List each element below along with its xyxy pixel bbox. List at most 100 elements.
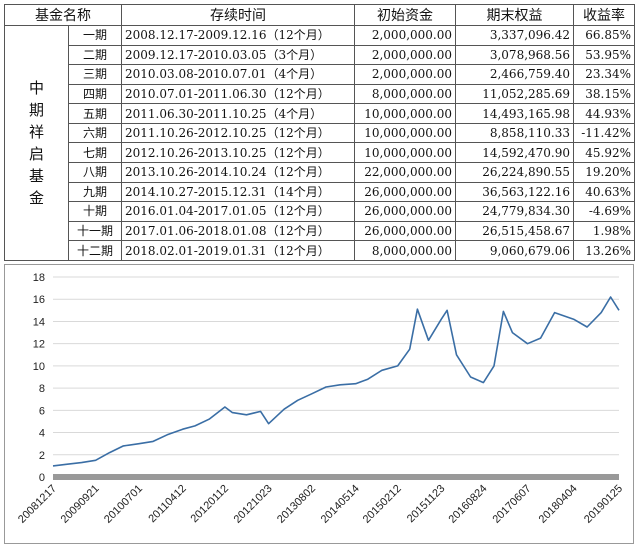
table-row: 八期 2013.10.26-2014.10.24（12个月） 22,000,000.… bbox=[5, 162, 635, 183]
final-equity-cell: 8,858,110.33 bbox=[455, 122, 574, 144]
table-row: 六期 2011.10.26-2012.10.25（12个月） 10,000,000.… bbox=[5, 122, 635, 144]
return-rate-cell: 1.98% bbox=[573, 220, 635, 242]
y-tick-label: 8 bbox=[39, 383, 45, 395]
duration-cell: 2014.10.27-2015.12.31（14个月） bbox=[121, 181, 355, 203]
period-cell: 三期 bbox=[68, 64, 122, 85]
period-cell: 十一期 bbox=[68, 220, 122, 242]
x-tick-label: 20081217 bbox=[16, 483, 59, 526]
x-tick-label: 20190125 bbox=[582, 483, 625, 526]
y-tick-label: 10 bbox=[33, 361, 45, 373]
table-row: 五期 2011.06.30-2011.10.25（4个月） 10,000,000.0… bbox=[5, 103, 635, 124]
initial-capital-cell: 2,000,000.00 bbox=[354, 44, 456, 66]
final-equity-cell: 3,337,096.42 bbox=[455, 25, 574, 46]
return-rate-cell: 23.34% bbox=[573, 64, 635, 85]
return-rate-cell: 40.63% bbox=[573, 181, 635, 203]
header-return-rate: 收益率 bbox=[573, 4, 635, 26]
y-tick-label: 2 bbox=[39, 450, 45, 462]
x-tick-label: 20120112 bbox=[189, 483, 232, 526]
x-tick-label: 20151123 bbox=[405, 483, 448, 526]
return-rate-cell: 53.95% bbox=[573, 44, 635, 66]
table-row: 九期 2014.10.27-2015.12.31（14个月） 26,000,000.… bbox=[5, 181, 635, 203]
y-tick-label: 4 bbox=[39, 428, 45, 440]
period-cell: 二期 bbox=[68, 44, 122, 66]
y-tick-label: 0 bbox=[39, 472, 45, 484]
final-equity-cell: 14,592,470.90 bbox=[455, 142, 574, 164]
table-row: 四期 2010.07.01-2011.06.30（12个月） 8,000,000.0… bbox=[5, 83, 635, 105]
x-axis-baseline bbox=[53, 474, 619, 480]
initial-capital-cell: 10,000,000.00 bbox=[354, 103, 456, 124]
duration-cell: 2008.12.17-2009.12.16（12个月） bbox=[121, 25, 355, 46]
initial-capital-cell: 10,000,000.00 bbox=[354, 122, 456, 144]
duration-cell: 2009.12.17-2010.03.05（3个月） bbox=[121, 44, 355, 66]
initial-capital-cell: 26,000,000.00 bbox=[354, 181, 456, 203]
table-row: 三期 2010.03.08-2010.07.01（4个月） 2,000,000.00… bbox=[5, 64, 635, 85]
initial-capital-cell: 26,000,000.00 bbox=[354, 220, 456, 242]
y-tick-label: 18 bbox=[33, 272, 45, 284]
x-tick-label: 20160824 bbox=[446, 483, 489, 526]
table-row: 十期 2016.01.04-2017.01.05（12个月） 26,000,000.… bbox=[5, 201, 635, 222]
initial-capital-cell: 8,000,000.00 bbox=[354, 240, 456, 261]
period-cell: 七期 bbox=[68, 142, 122, 164]
final-equity-cell: 26,515,458.67 bbox=[455, 220, 574, 242]
initial-capital-cell: 22,000,000.00 bbox=[354, 162, 456, 183]
duration-cell: 2011.10.26-2012.10.25（12个月） bbox=[121, 122, 355, 144]
duration-cell: 2011.06.30-2011.10.25（4个月） bbox=[121, 103, 355, 124]
fund-performance-table: 基金名称 存续时间 初始资金 期末权益 收益率 中期祥启基金 一期 2008.12.… bbox=[4, 4, 635, 261]
header-final-equity: 期末权益 bbox=[455, 4, 574, 26]
header-duration: 存续时间 bbox=[121, 4, 355, 26]
y-tick-label: 6 bbox=[39, 405, 45, 417]
final-equity-cell: 9,060,679.06 bbox=[455, 240, 574, 261]
return-rate-cell: 45.92% bbox=[573, 142, 635, 164]
chart-canvas: 0 2 4 6 8 10 12 14 16 18 20081217 20090921 20100701 2… bbox=[16, 272, 625, 526]
x-tick-label: 20100701 bbox=[102, 483, 145, 526]
return-rate-cell: -4.69% bbox=[573, 201, 635, 222]
return-rate-cell: 44.93% bbox=[573, 103, 635, 124]
initial-capital-cell: 8,000,000.00 bbox=[354, 83, 456, 105]
table-header-row: 基金名称 存续时间 初始资金 期末权益 收益率 bbox=[4, 4, 635, 26]
initial-capital-cell: 2,000,000.00 bbox=[354, 64, 456, 85]
table-row: 十二期 2018.02.01-2019.01.31（12个月） 8,000,000.… bbox=[5, 240, 635, 261]
final-equity-cell: 24,779,834.30 bbox=[455, 201, 574, 222]
return-rate-cell: 13.26% bbox=[573, 240, 635, 261]
table-row: 中期祥启基金 一期 2008.12.17-2009.12.16（12个月） 2,000… bbox=[4, 25, 635, 261]
final-equity-cell: 14,493,165.98 bbox=[455, 103, 574, 124]
initial-capital-cell: 26,000,000.00 bbox=[354, 201, 456, 222]
period-cell: 四期 bbox=[68, 83, 122, 105]
return-rate-cell: 66.85% bbox=[573, 25, 635, 46]
table-row: 十一期 2017.01.06-2018.01.08（12个月） 26,000,000… bbox=[5, 220, 635, 242]
equity-curve-chart: 0 2 4 6 8 10 12 14 16 18 20081217 20090921 20100701 2… bbox=[4, 264, 634, 544]
duration-cell: 2010.03.08-2010.07.01（4个月） bbox=[121, 64, 355, 85]
period-cell: 六期 bbox=[68, 122, 122, 144]
table-row: 二期 2009.12.17-2010.03.05（3个月） 2,000,000.00… bbox=[5, 44, 635, 66]
final-equity-cell: 2,466,759.40 bbox=[455, 64, 574, 85]
x-tick-label: 20140514 bbox=[319, 483, 362, 526]
fund-name-label: 中期祥启基金 bbox=[28, 79, 44, 207]
duration-cell: 2013.10.26-2014.10.24（12个月） bbox=[121, 162, 355, 183]
x-tick-label: 20180404 bbox=[537, 483, 580, 526]
x-tick-label: 20121023 bbox=[232, 483, 275, 526]
header-fund-name: 基金名称 bbox=[4, 4, 122, 26]
final-equity-cell: 11,052,285.69 bbox=[455, 83, 574, 105]
duration-cell: 2012.10.26-2013.10.25（12个月） bbox=[121, 142, 355, 164]
period-cell: 八期 bbox=[68, 162, 122, 183]
period-cell: 五期 bbox=[68, 103, 122, 124]
initial-capital-cell: 2,000,000.00 bbox=[354, 25, 456, 46]
x-tick-label: 20090921 bbox=[59, 483, 102, 526]
duration-cell: 2018.02.01-2019.01.31（12个月） bbox=[121, 240, 355, 261]
duration-cell: 2010.07.01-2011.06.30（12个月） bbox=[121, 83, 355, 105]
table-body: 中期祥启基金 一期 2008.12.17-2009.12.16（12个月） 2,000… bbox=[4, 25, 635, 261]
y-tick-label: 12 bbox=[33, 339, 45, 351]
table-row: 七期 2012.10.26-2013.10.25（12个月） 10,000,000.… bbox=[5, 142, 635, 164]
y-tick-label: 16 bbox=[33, 294, 45, 306]
duration-cell: 2017.01.06-2018.01.08（12个月） bbox=[121, 220, 355, 242]
final-equity-cell: 36,563,122.16 bbox=[455, 181, 574, 203]
return-rate-cell: -11.42% bbox=[573, 122, 635, 144]
header-initial-capital: 初始资金 bbox=[354, 4, 456, 26]
return-rate-cell: 19.20% bbox=[573, 162, 635, 183]
equity-series-line bbox=[52, 296, 620, 467]
x-tick-label: 20150212 bbox=[361, 483, 404, 526]
y-tick-label: 14 bbox=[33, 316, 45, 328]
return-rate-cell: 38.15% bbox=[573, 83, 635, 105]
x-tick-label: 20170607 bbox=[490, 483, 533, 526]
period-cell: 十期 bbox=[68, 201, 122, 222]
